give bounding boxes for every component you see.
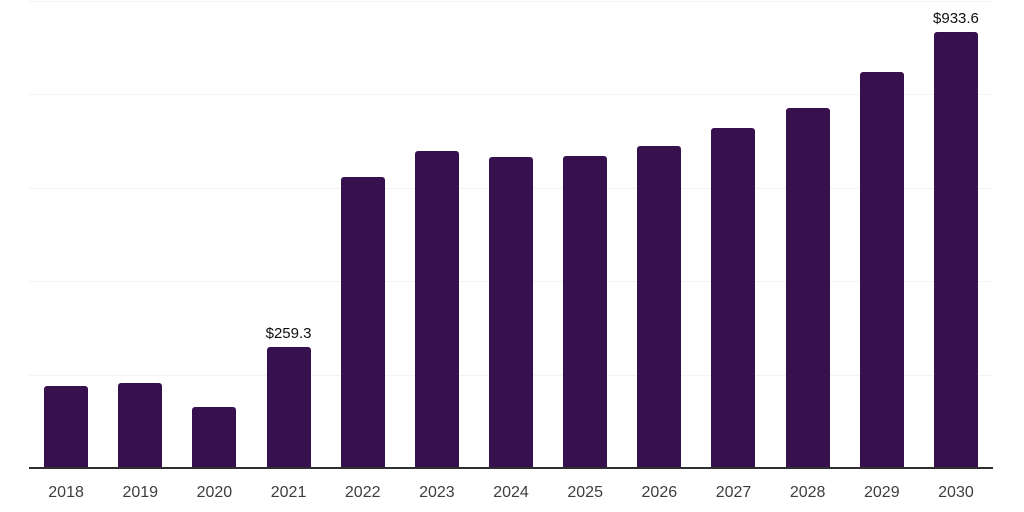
bar-slot-2028 [771,1,845,468]
bar-slot-2026 [622,1,696,468]
gridline-800 [29,94,993,96]
bar-slot-2021: $259.3 [251,1,325,468]
bar-2030[interactable] [933,32,978,468]
x-axis-label-2025: 2025 [567,484,603,501]
bar-2023[interactable] [414,150,459,468]
bar-2029[interactable] [859,71,904,468]
bar-slot-2023 [400,1,474,468]
x-axis-label-2018: 2018 [48,484,84,501]
bars-layer: $259.3 $933.6 [29,1,993,468]
bar-slot-2030: $933.6 [919,1,993,468]
bar-2021[interactable] [266,346,311,468]
x-axis-line [29,467,993,469]
bar-value-label-2030: $933.6 [933,10,979,28]
x-axis-label-2023: 2023 [419,484,455,501]
bar-slot-2029 [845,1,919,468]
bar-slot-2022 [326,1,400,468]
x-axis-label-2020: 2020 [196,484,233,501]
x-axis-label-2029: 2029 [864,484,900,501]
x-axis-label-2024: 2024 [493,484,529,501]
x-axis-labels: 2018 2019 2020 2021 2022 2023 2024 2025 2026 2027… [29,469,993,502]
bar-2020[interactable] [192,406,237,468]
bar-2025[interactable] [563,156,608,468]
bar-slot-2025 [548,1,622,468]
x-axis-label-2019: 2019 [122,484,159,501]
x-axis-label-2030: 2030 [938,484,974,501]
bar-2024[interactable] [489,156,534,468]
bar-slot-2018 [29,1,103,468]
bar-value-label-2021: $259.3 [265,324,312,342]
x-axis-label-2027: 2027 [715,484,752,501]
bar-2022[interactable] [340,177,385,468]
x-axis-label-2026: 2026 [641,484,678,501]
bar-2027[interactable] [711,127,756,468]
x-axis-label-2028: 2028 [789,484,826,501]
bar-2028[interactable] [785,107,830,468]
bar-slot-2024 [474,1,548,468]
bar-2026[interactable] [637,145,682,468]
plot-area: $259.3 $933.6 [29,1,993,469]
x-axis-label-2021: 2021 [270,484,307,501]
bar-slot-2019 [103,1,177,468]
gridline-1000 [29,1,993,2]
bar-2018[interactable] [44,385,89,468]
bar-slot-2020 [177,1,251,468]
bar-2019[interactable] [118,383,163,468]
bar-slot-2027 [696,1,770,468]
x-axis-label-2022: 2022 [344,484,381,501]
